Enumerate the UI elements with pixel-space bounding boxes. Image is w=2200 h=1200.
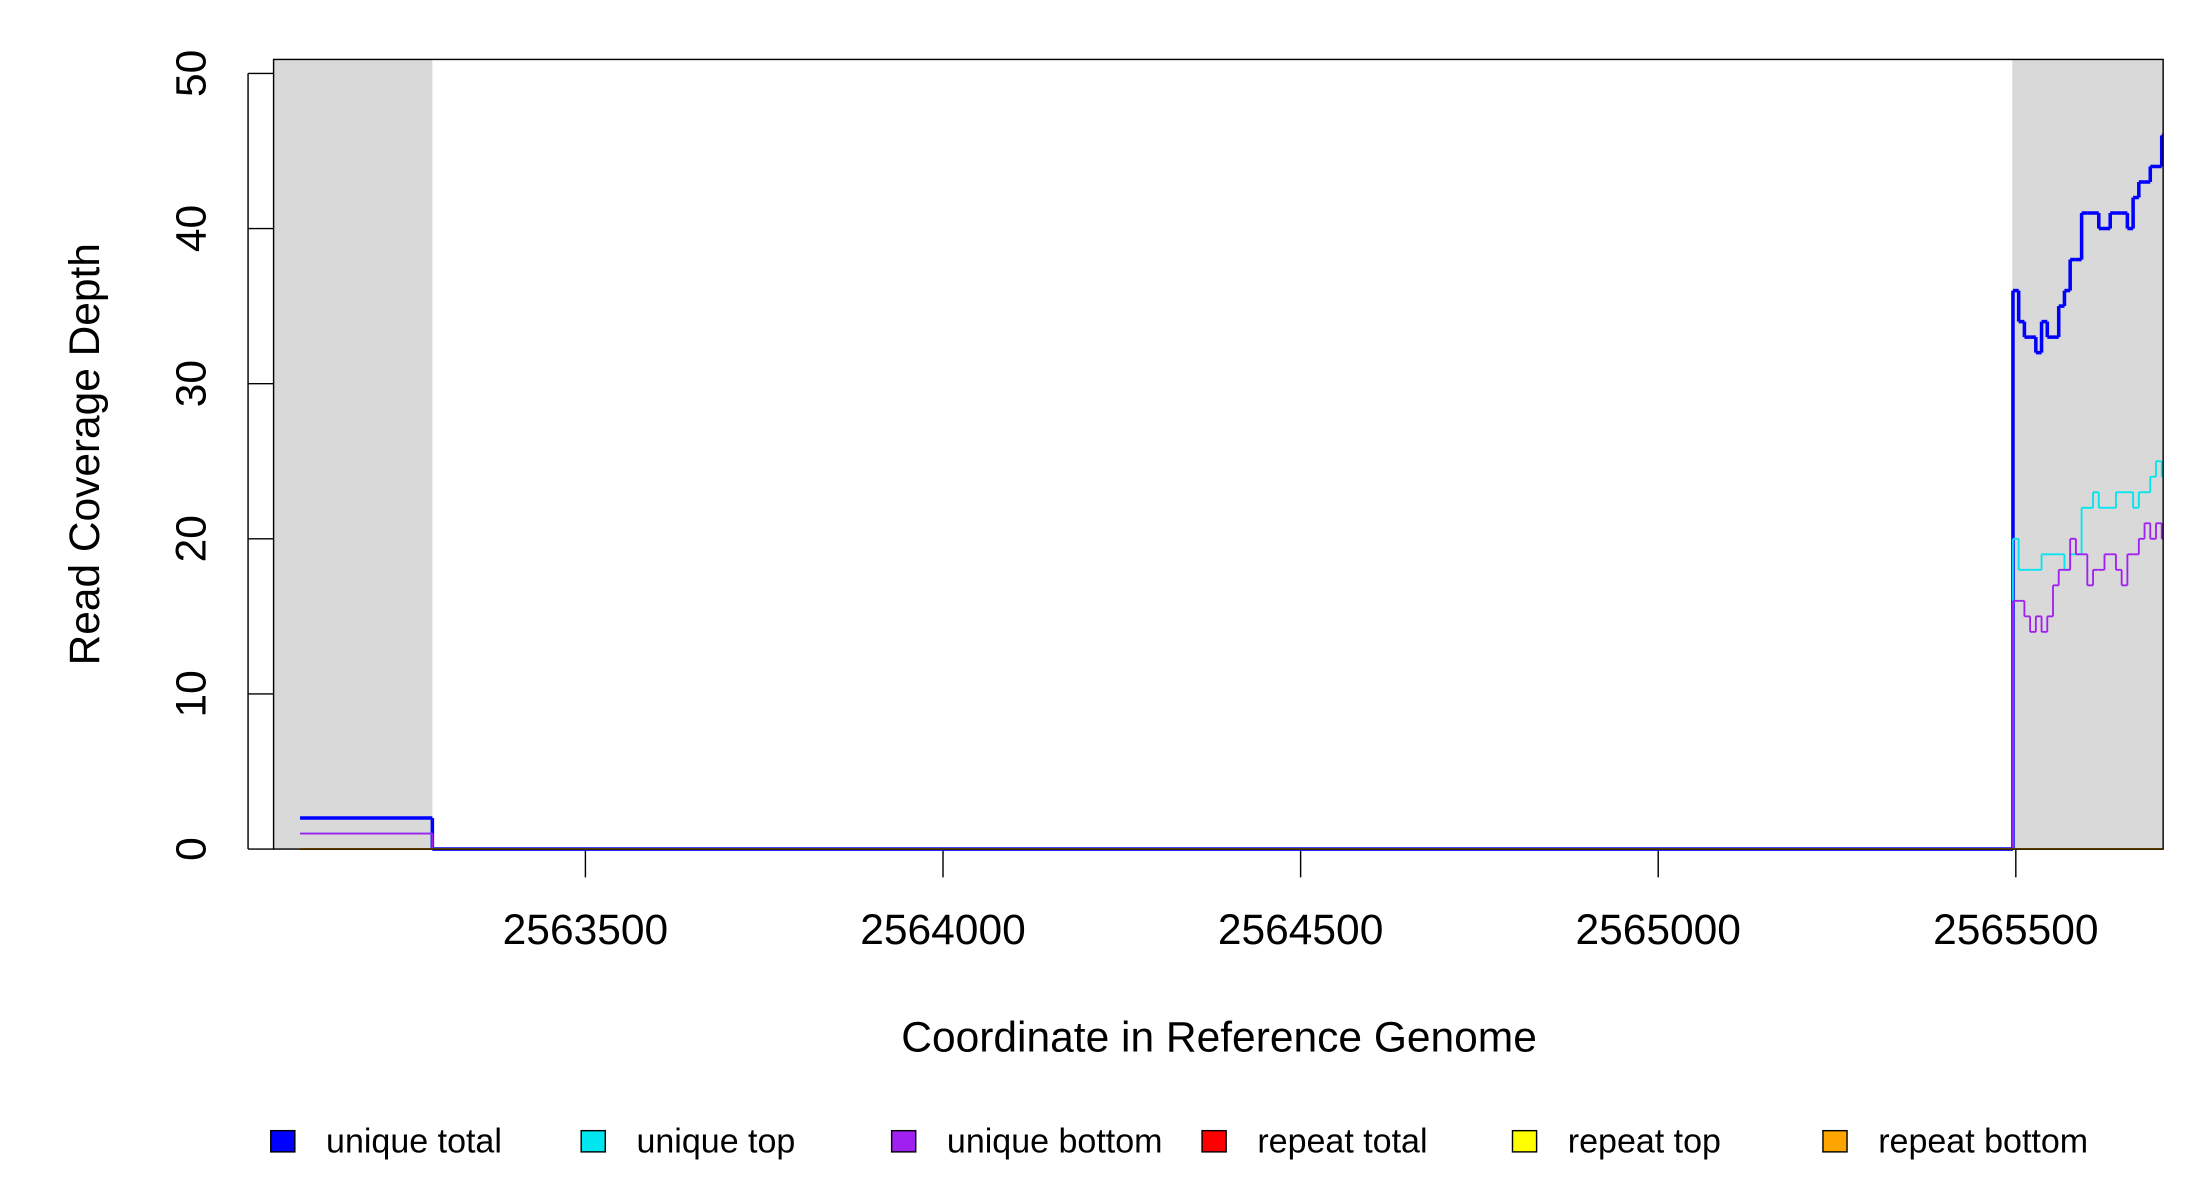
legend-swatch [1511,1129,1538,1153]
x-tick-label: 2564500 [1218,907,1383,954]
legend-label: unique top [636,1122,795,1160]
plot-frame [272,58,2164,850]
y-tick-label: 0 [168,837,215,861]
legend-label: repeat top [1568,1122,1721,1160]
y-tick-label: 30 [168,360,215,407]
x-tick-label: 2564000 [860,907,1025,954]
y-axis-label: Read Coverage Depth [62,243,109,665]
shaded-region [2012,59,2164,850]
legend-label: unique bottom [947,1122,1163,1160]
x-tick-label: 2563500 [503,907,668,954]
legend-label: repeat bottom [1878,1122,2088,1160]
legend-swatch [1201,1129,1227,1153]
legend-swatch [1822,1129,1848,1153]
shaded-region [273,59,433,850]
y-tick-label: 40 [168,205,215,252]
legend-label: unique total [326,1122,502,1160]
y-tick-label: 20 [168,515,215,562]
x-axis-label: Coordinate in Reference Genome [901,1014,1537,1061]
legend-label: repeat total [1257,1122,1427,1160]
legend-swatch [270,1129,296,1153]
x-tick-label: 2565000 [1575,907,1740,954]
x-tick-label: 2565500 [1933,907,2098,954]
y-tick-label: 50 [168,50,215,97]
legend-swatch [890,1129,917,1153]
y-tick-label: 10 [168,670,215,717]
legend-swatch [580,1129,606,1153]
